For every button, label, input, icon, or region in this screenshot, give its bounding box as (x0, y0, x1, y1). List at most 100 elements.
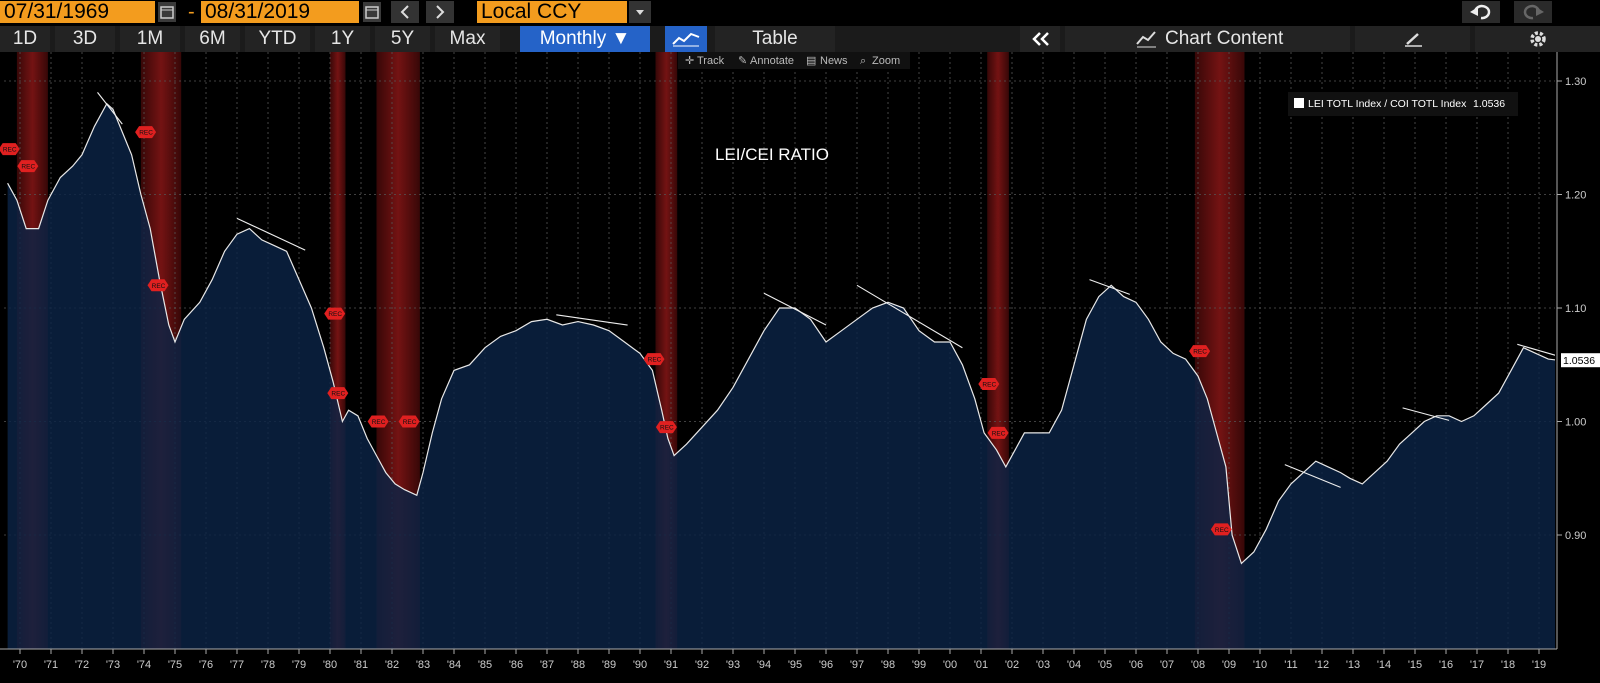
x-tick-label: '82 (385, 659, 399, 671)
recession-marker: REC (135, 126, 157, 139)
recession-marker-label: REC (3, 147, 17, 154)
recession-marker-shape (1189, 345, 1211, 358)
last-value-label: 1.0536 (1563, 355, 1595, 367)
period-tab[interactable]: 1M (120, 26, 180, 52)
gear-icon[interactable] (1475, 26, 1600, 52)
news-icon: ▤ (806, 55, 816, 67)
news-tool[interactable]: News (820, 55, 848, 67)
period-tab[interactable]: YTD (245, 26, 310, 52)
period-tab[interactable]: 5Y (375, 26, 430, 52)
frequency-select[interactable]: Monthly ▼ (520, 26, 650, 52)
recession-marker-label: REC (1215, 527, 1229, 534)
recession-marker-label: REC (331, 391, 345, 398)
start-date-input[interactable]: 07/31/1969 (0, 1, 155, 23)
trend-line (1284, 464, 1341, 488)
recession-marker: REC (147, 279, 169, 292)
chevron-left-icon[interactable] (391, 1, 419, 23)
edit-icon[interactable] (1355, 26, 1470, 52)
x-tick-label: '89 (602, 659, 616, 671)
recession-marker: REC (1210, 523, 1232, 536)
recession-marker-shape (1210, 523, 1232, 536)
x-tick-label: '86 (509, 659, 523, 671)
recession-marker-label: REC (1193, 349, 1207, 356)
x-tick-label: '87 (540, 659, 554, 671)
x-tick-label: '74 (137, 659, 151, 671)
x-tick-label: '15 (1408, 659, 1422, 671)
chevron-right-icon[interactable] (426, 1, 454, 23)
calendar-icon[interactable] (158, 2, 176, 22)
period-tab[interactable]: 6M (185, 26, 240, 52)
calendar-icon[interactable] (363, 2, 381, 22)
trend-line (556, 314, 628, 326)
recession-marker: REC (987, 426, 1009, 439)
recession-marker-shape (17, 160, 39, 173)
recession-marker-shape (147, 279, 169, 292)
chart-content-button[interactable]: Chart Content (1065, 26, 1350, 52)
recession-marker: REC (17, 160, 39, 173)
collapse-icon[interactable] (1020, 26, 1060, 52)
table-button[interactable]: Table (715, 26, 835, 52)
annotate-tool[interactable]: Annotate (750, 55, 794, 67)
pencil-icon: ✎ (738, 55, 747, 67)
recession-marker-label: REC (328, 311, 342, 318)
x-tick-label: '88 (571, 659, 585, 671)
x-tick-label: '78 (261, 659, 275, 671)
trend-line (236, 217, 306, 251)
x-tick-label: '79 (292, 659, 306, 671)
recession-marker-shape (987, 426, 1009, 439)
series-area (7, 103, 1558, 649)
recession-marker: REC (0, 143, 20, 156)
x-tick-label: '75 (168, 659, 182, 671)
period-tab[interactable]: 1D (0, 26, 50, 52)
x-tick-label: '97 (850, 659, 864, 671)
undo-icon[interactable] (1462, 1, 1500, 23)
recession-marker-label: REC (403, 419, 417, 426)
trend-line (763, 292, 827, 326)
recession-marker-label: REC (648, 357, 662, 364)
currency-select[interactable]: Local CCY (477, 1, 627, 23)
redo-icon[interactable] (1514, 1, 1552, 23)
zoom-tool[interactable]: Zoom (872, 55, 900, 67)
frequency-label: Monthly (539, 28, 607, 49)
y-tick-label: 1.10 (1565, 303, 1586, 315)
x-tick-label: '04 (1067, 659, 1081, 671)
x-tick-label: '71 (44, 659, 58, 671)
x-tick-label: '85 (478, 659, 492, 671)
series-line (7, 102, 1558, 565)
recession-marker-shape (324, 307, 346, 320)
trend-line (1089, 279, 1130, 295)
x-tick-label: '84 (447, 659, 461, 671)
lei-cei-ratio-chart[interactable]: REC REC REC REC REC REC REC REC REC REC REC REC REC R… (0, 52, 1600, 683)
recession-marker-shape (327, 387, 349, 400)
crosshair-icon: ✛ (685, 55, 694, 67)
line-chart-icon[interactable] (665, 26, 707, 52)
x-tick-label: '19 (1532, 659, 1546, 671)
x-tick-label: '03 (1036, 659, 1050, 671)
x-tick-label: '12 (1315, 659, 1329, 671)
period-tab[interactable]: 3D (55, 26, 115, 52)
end-date-input[interactable]: 08/31/2019 (201, 1, 359, 23)
recession-marker-shape (655, 421, 677, 434)
recession-marker: REC (978, 378, 1000, 391)
triangle-down-icon: ▼ (611, 28, 631, 49)
date-toolbar: 07/31/1969 - 08/31/2019 Local CCY (0, 0, 1600, 25)
period-tab[interactable]: 1Y (315, 26, 370, 52)
y-tick-label: 1.00 (1565, 417, 1586, 429)
x-tick-label: '73 (106, 659, 120, 671)
x-tick-label: '02 (1005, 659, 1019, 671)
last-value-tag (1561, 353, 1600, 368)
track-tool[interactable]: Track (697, 55, 725, 67)
period-tab[interactable]: Max (435, 26, 500, 52)
x-tick-label: '01 (974, 659, 988, 671)
recession-marker-shape (0, 143, 20, 156)
x-tick-label: '14 (1377, 659, 1391, 671)
x-tick-label: '81 (354, 659, 368, 671)
x-tick-label: '95 (788, 659, 802, 671)
x-tick-label: '17 (1470, 659, 1484, 671)
x-tick-label: '10 (1253, 659, 1267, 671)
chevron-down-icon[interactable] (629, 1, 651, 23)
recession-marker-label: REC (660, 425, 674, 432)
recession-marker-shape (643, 353, 665, 366)
recession-marker-label: REC (982, 382, 996, 389)
chart-content-label: Chart Content (1164, 28, 1284, 50)
